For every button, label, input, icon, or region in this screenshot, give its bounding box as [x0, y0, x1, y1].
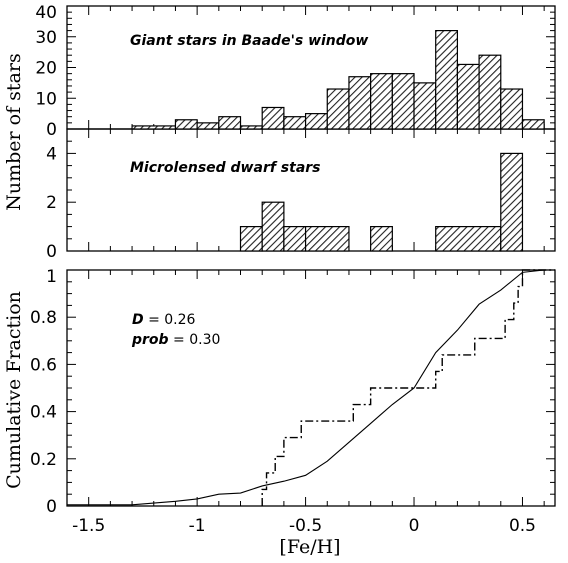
histogram-bar	[456, 63, 480, 130]
y-tick-label: 2	[46, 193, 57, 213]
histogram-bar	[478, 54, 502, 130]
histogram-bar	[435, 226, 502, 252]
x-tick-label: 0	[409, 516, 420, 536]
histogram-bar	[196, 122, 220, 130]
histogram-bar	[348, 76, 372, 130]
histogram-bar	[218, 116, 242, 130]
annotation-d-value: 0.26	[164, 312, 195, 328]
y-tick-label: 30	[35, 28, 57, 48]
histogram-bar	[283, 116, 307, 130]
annotation-d: D = 0.26	[132, 312, 196, 328]
y-tick-label: 0	[46, 242, 57, 262]
cumulative-line-giants	[67, 269, 555, 506]
x-tick-label: -1.5	[72, 516, 105, 536]
histogram-bar	[131, 125, 177, 130]
y-tick-label: 0.8	[30, 308, 57, 328]
y-tick-label: 0.6	[30, 355, 57, 375]
histogram-bar	[283, 226, 307, 252]
x-tick-label: -0.5	[289, 516, 322, 536]
y-tick-label: 0.2	[30, 450, 57, 470]
annotation-prob-value: 0.30	[189, 332, 220, 348]
y-tick-label: 10	[35, 89, 57, 109]
histogram-bar	[500, 152, 524, 252]
histogram-bar	[391, 73, 415, 130]
y-tick-label: 40	[35, 3, 57, 23]
histogram-bar	[521, 119, 545, 130]
histogram-bar	[413, 82, 437, 130]
y-tick-label: 0	[46, 497, 57, 517]
panel-frame-2	[66, 269, 556, 507]
x-tick-label: 0.5	[509, 516, 536, 536]
histogram-bar	[174, 119, 198, 130]
histogram-bar	[304, 113, 328, 130]
y-axis-label-number: Number of stars	[3, 53, 25, 210]
giant-panel-title: Giant stars in Baade's window	[130, 33, 368, 49]
annotation-prob-var: prob	[131, 332, 169, 348]
y-tick-label: 1	[46, 267, 57, 287]
histogram-bar	[261, 106, 285, 130]
y-tick-label: 0.4	[30, 403, 57, 423]
histogram-bar	[326, 88, 350, 130]
histogram-bar	[370, 226, 393, 252]
histogram-bar	[239, 125, 263, 130]
histogram-bar	[239, 226, 263, 252]
y-axis-label-cumulative: Cumulative Fraction	[3, 291, 25, 489]
annotation-prob: prob = 0.30	[131, 332, 220, 348]
histogram-bar	[435, 30, 459, 130]
histogram-bar	[500, 88, 524, 130]
annotation-d-var: D	[132, 312, 144, 328]
dwarf-panel-title: Microlensed dwarf stars	[130, 160, 321, 176]
y-tick-label: 0	[46, 120, 57, 140]
histogram-bar	[261, 201, 285, 252]
x-tick-label: -1	[189, 516, 206, 536]
histogram-bar	[304, 226, 350, 252]
x-axis-label: [Fe/H]	[279, 536, 340, 558]
y-tick-label: 4	[46, 144, 57, 164]
cumulative-line-dwarfs	[261, 269, 555, 506]
histogram-bar	[370, 73, 393, 130]
y-tick-label: 20	[35, 59, 57, 79]
